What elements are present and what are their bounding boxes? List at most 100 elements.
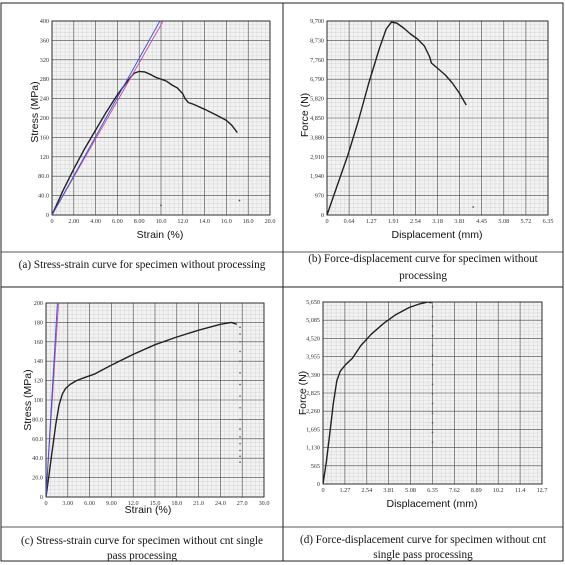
data-point-dot — [431, 364, 434, 366]
x-axis-label: Displacement (mm) — [391, 229, 482, 241]
data-point-dot — [239, 418, 241, 421]
x-tick-label: 8.00 — [134, 218, 145, 225]
y-tick-label: 2,260 — [306, 408, 320, 415]
y-tick-label: 4,520 — [306, 335, 320, 342]
x-tick-label: 1.91 — [388, 218, 399, 225]
y-axis-label: Stress (MPa) — [29, 81, 41, 142]
y-tick-label: 40.0 — [32, 455, 43, 462]
y-tick-label: 8,730 — [310, 37, 324, 44]
x-tick-label: 5.08 — [498, 218, 509, 225]
data-point-dot — [239, 442, 241, 445]
x-tick-label: 0 — [321, 487, 324, 494]
x-tick-label: 3.18 — [432, 218, 443, 225]
data-point-dot — [239, 455, 241, 458]
data-point-dot — [239, 360, 241, 363]
y-tick-label: 400 — [40, 18, 49, 25]
x-tick-label: 3.81 — [454, 218, 465, 225]
x-tick-label: 10.0 — [156, 218, 167, 225]
x-tick-label: 2.54 — [410, 218, 421, 225]
y-tick-label: 120 — [40, 154, 49, 161]
x-tick-label: 1.27 — [339, 487, 350, 494]
data-point-dot — [431, 354, 434, 356]
y-tick-label: 180 — [34, 319, 43, 326]
data-point-dot — [239, 436, 241, 438]
data-point-dot — [431, 344, 434, 347]
plot-frame — [322, 301, 543, 485]
y-tick-label: 320 — [40, 57, 49, 64]
x-tick-label: 16.0 — [221, 218, 232, 225]
data-point-dot — [431, 431, 434, 434]
plot-frame — [51, 20, 271, 216]
data-point-dot — [239, 406, 241, 409]
y-axis-label: Force (N) — [299, 93, 311, 137]
data-point-dot — [431, 441, 434, 443]
y-tick-label: 40.0 — [38, 193, 49, 200]
x-tick-label: 1.27 — [366, 218, 377, 225]
x-tick-label: 2.54 — [361, 487, 372, 494]
x-tick-label: 4.45 — [476, 218, 487, 225]
panel-b: 0 0.64 1.27 1.91 2.54 3.18 3.81 4.45 5.08 5.72 6.3… — [299, 18, 553, 282]
panel-caption: (b) Force-displacement curve for specime… — [308, 253, 538, 265]
data-marker — [160, 204, 162, 207]
data-point-dot — [431, 412, 434, 414]
panel-caption: single pass processing — [373, 549, 473, 561]
data-point-dot — [239, 395, 241, 397]
x-tick-label: 18.0 — [243, 218, 254, 225]
y-tick-label: 280 — [40, 76, 49, 83]
data-series-line — [323, 302, 432, 484]
y-axis-label: Force (N) — [297, 371, 309, 415]
y-tick-label: 3,880 — [310, 134, 324, 141]
x-tick-label: 2.00 — [68, 218, 79, 225]
panel-caption: (a) Stress-strain curve for specimen wit… — [19, 259, 266, 271]
data-point-dot — [431, 315, 434, 318]
panel-caption: processing — [399, 270, 447, 282]
offset-line — [46, 303, 58, 497]
x-tick-label: 9.00 — [106, 500, 117, 507]
y-tick-label: 4,850 — [310, 115, 324, 122]
x-tick-label: 0 — [50, 218, 53, 225]
data-point-dot — [431, 306, 434, 308]
panel-c: 0 3.00 6.00 9.00 12.0 15.0 18.0 21.0 24.0 27.0 30.… — [21, 300, 269, 562]
y-tick-label: 5,650 — [306, 299, 320, 306]
data-point-dot — [239, 449, 241, 452]
y-tick-label: 3,390 — [306, 372, 320, 379]
data-series-line — [46, 321, 238, 497]
x-tick-label: 12.0 — [177, 218, 188, 225]
y-tick-label: 970 — [315, 193, 324, 200]
y-tick-label: 5,085 — [306, 317, 320, 324]
data-point-dot — [239, 461, 241, 463]
y-tick-label: 140 — [34, 358, 43, 365]
data-marker — [238, 199, 241, 202]
x-tick-label: 15.0 — [150, 500, 161, 507]
x-tick-label: 0 — [44, 500, 47, 507]
x-tick-label: 6.00 — [84, 500, 95, 507]
x-tick-label: 30.0 — [259, 500, 270, 507]
y-tick-label: 2,910 — [310, 154, 324, 161]
x-tick-label: 12.0 — [128, 500, 139, 507]
x-tick-label: 11.4 — [515, 487, 526, 494]
offset-line — [52, 21, 161, 215]
x-tick-label: 3.00 — [62, 500, 73, 507]
y-tick-label: 565 — [311, 463, 320, 470]
panel-d: 0 1.27 2.54 3.81 5.08 6.35 7.62 8.89 10.2 11.4 12.… — [297, 299, 547, 561]
data-point-dot — [431, 325, 434, 327]
plot-frame — [326, 20, 549, 216]
y-tick-label: 160 — [40, 134, 49, 141]
x-tick-label: 5.72 — [520, 218, 531, 225]
panel-caption: (c) Stress-strain curve for specimen wit… — [21, 535, 263, 547]
x-tick-label: 7.62 — [449, 487, 460, 494]
y-tick-label: 0 — [321, 212, 324, 219]
data-point-dot — [239, 383, 241, 386]
x-tick-label: 21.0 — [193, 500, 204, 507]
x-tick-label: 27.0 — [237, 500, 248, 507]
data-point-dot — [431, 373, 434, 376]
plot-frame — [45, 302, 265, 498]
offset-line — [52, 21, 164, 215]
x-tick-label: 6.35 — [543, 218, 554, 225]
x-tick-label: 0 — [325, 218, 328, 225]
y-tick-label: 80.0 — [38, 173, 49, 180]
y-tick-label: 100 — [34, 397, 43, 404]
panel-caption: (d) Force-displacement curve for specime… — [300, 534, 547, 546]
